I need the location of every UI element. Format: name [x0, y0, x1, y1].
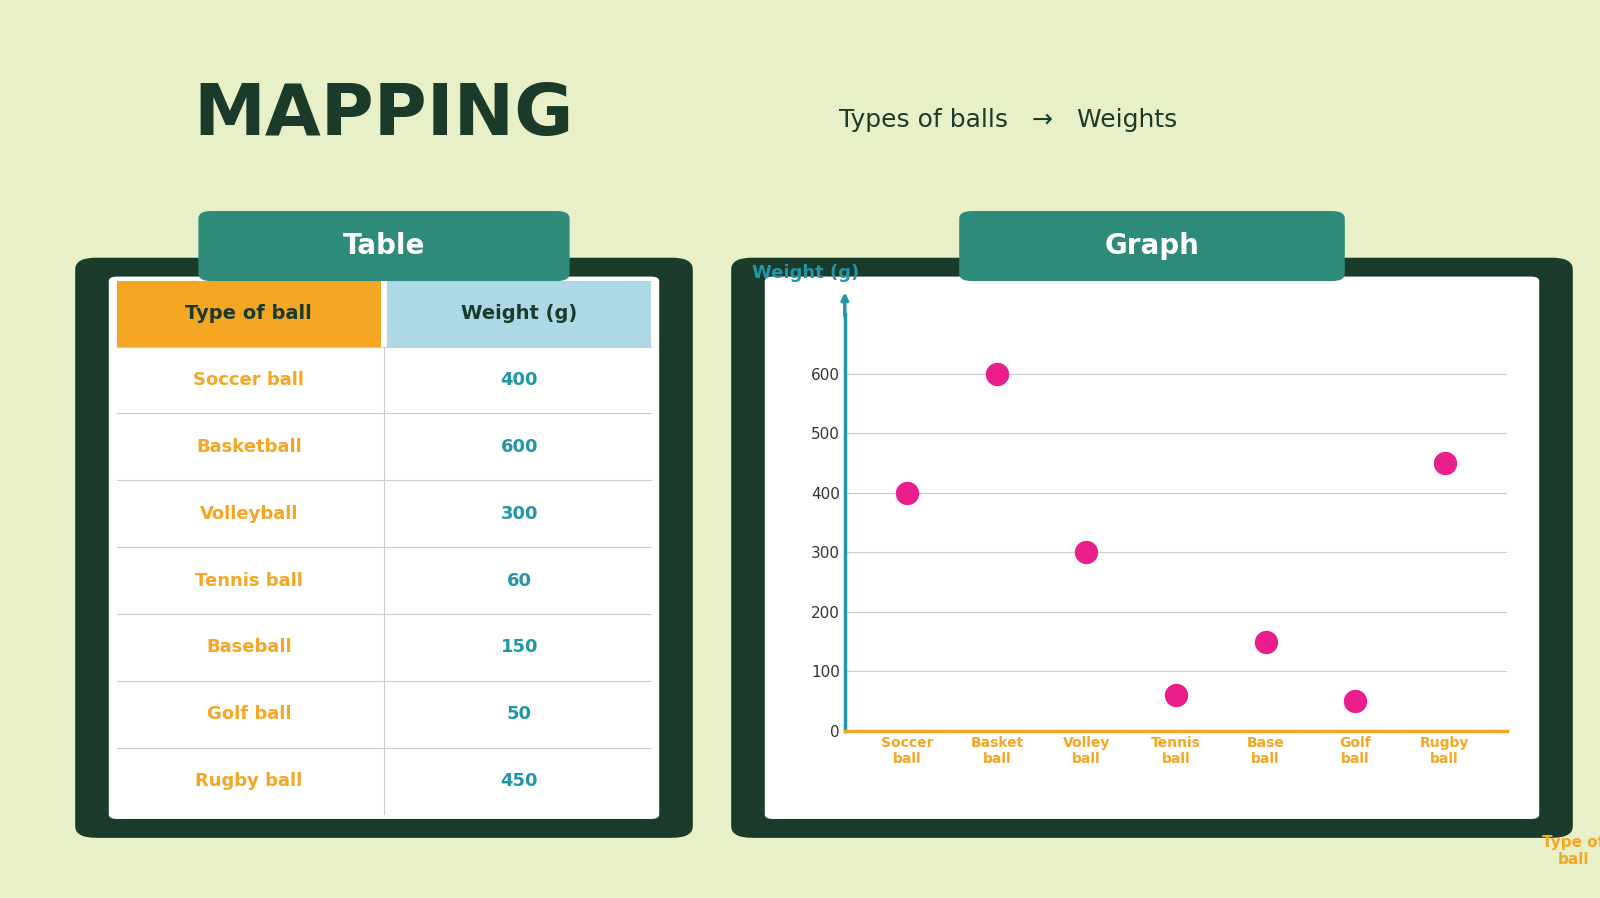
Text: Weight (g): Weight (g) [752, 264, 859, 282]
FancyBboxPatch shape [109, 277, 659, 819]
Text: 400: 400 [501, 371, 538, 389]
Text: Rugby ball: Rugby ball [195, 772, 302, 790]
Text: Type of ball: Type of ball [186, 304, 312, 323]
Text: Weight (g): Weight (g) [461, 304, 578, 323]
Text: 50: 50 [507, 705, 531, 723]
Text: Golf ball: Golf ball [206, 705, 291, 723]
Point [1342, 694, 1368, 709]
FancyBboxPatch shape [387, 281, 651, 347]
FancyBboxPatch shape [198, 211, 570, 281]
Text: Basketball: Basketball [195, 438, 302, 456]
Text: Volleyball: Volleyball [200, 505, 298, 523]
Text: Baseball: Baseball [206, 638, 291, 656]
Point [894, 486, 920, 500]
Text: 600: 600 [501, 438, 538, 456]
Text: 300: 300 [501, 505, 538, 523]
Point [1163, 688, 1189, 702]
Point [1432, 456, 1458, 471]
Text: Graph: Graph [1104, 232, 1200, 260]
Text: Table: Table [342, 232, 426, 260]
Text: 60: 60 [507, 571, 531, 590]
Point [984, 366, 1010, 381]
Point [1074, 545, 1099, 559]
Text: Tennis ball: Tennis ball [195, 571, 302, 590]
Text: Soccer ball: Soccer ball [194, 371, 304, 389]
FancyBboxPatch shape [117, 281, 381, 347]
FancyBboxPatch shape [958, 211, 1344, 281]
Text: Types of balls   →   Weights: Types of balls → Weights [838, 108, 1178, 132]
FancyBboxPatch shape [731, 258, 1573, 838]
Text: Type of
ball: Type of ball [1542, 835, 1600, 867]
FancyBboxPatch shape [765, 277, 1539, 819]
Text: MAPPING: MAPPING [194, 81, 574, 150]
FancyBboxPatch shape [75, 258, 693, 838]
Point [1253, 635, 1278, 649]
Text: 150: 150 [501, 638, 538, 656]
Text: 450: 450 [501, 772, 538, 790]
